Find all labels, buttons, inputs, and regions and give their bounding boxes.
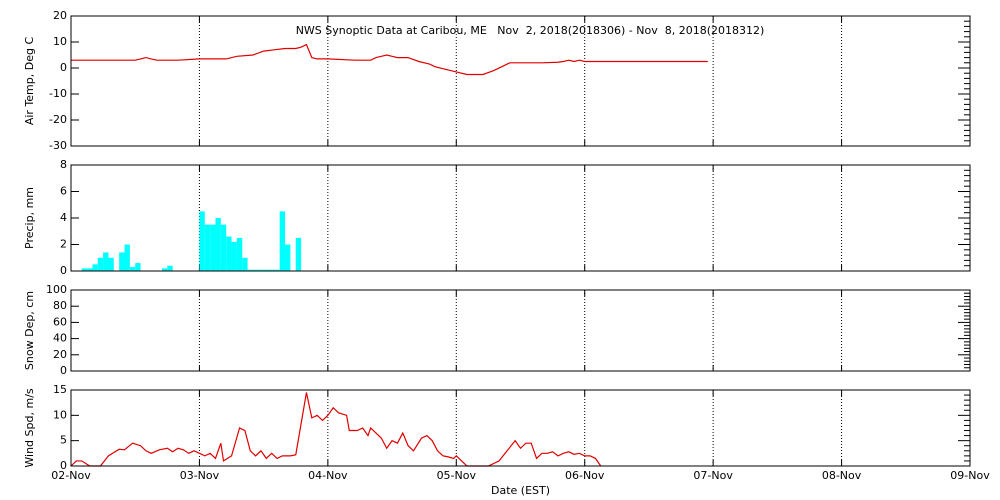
y-axis-label: Air Temp, Deg C <box>23 37 36 126</box>
bar <box>135 263 141 271</box>
x-tick-label: 03-Nov <box>180 469 220 482</box>
bar <box>87 268 93 271</box>
y-tick-label: 10 <box>53 408 67 421</box>
bar <box>204 224 211 271</box>
y-axis-label: Wind Spd, m/s <box>23 388 36 468</box>
y-tick-label: 20 <box>53 9 67 22</box>
y-axis-label: Snow Dep, cm <box>23 291 36 370</box>
y-tick-label: -30 <box>49 139 67 152</box>
bar <box>210 224 216 271</box>
y-tick-label: 10 <box>53 35 67 48</box>
bar <box>167 265 173 271</box>
bar <box>81 268 88 271</box>
x-axis-label: Date (EST) <box>491 484 550 497</box>
y-tick-label: 15 <box>53 383 67 396</box>
bar <box>252 269 259 271</box>
x-tick-label: 06-Nov <box>565 469 605 482</box>
plot-frame <box>70 15 971 147</box>
y-axis-label: Precip, mm <box>23 187 36 249</box>
bar <box>274 269 280 271</box>
data-line <box>71 43 708 76</box>
x-tick-label: 02-Nov <box>51 469 91 482</box>
y-tick-label: 100 <box>46 283 67 296</box>
bar <box>231 241 237 271</box>
y-tick-label: 8 <box>60 158 67 171</box>
y-tick-label: 5 <box>60 434 67 447</box>
bar <box>103 252 109 271</box>
bar <box>119 252 125 271</box>
plot-frame <box>70 164 971 272</box>
y-tick-label: 60 <box>53 315 67 328</box>
y-tick-label: 0 <box>60 459 67 472</box>
bar <box>258 269 264 271</box>
x-tick-label: 07-Nov <box>693 469 733 482</box>
bar <box>220 224 227 271</box>
bar <box>263 269 269 271</box>
bar <box>199 211 205 271</box>
bar <box>279 211 286 271</box>
bar <box>108 257 114 271</box>
y-tick-label: -10 <box>49 87 67 100</box>
y-tick-label: 6 <box>60 185 67 198</box>
y-tick-label: 40 <box>53 332 67 345</box>
x-tick-label: 05-Nov <box>437 469 477 482</box>
x-tick-label: 09-Nov <box>950 469 990 482</box>
plot-frame <box>70 389 971 467</box>
bar <box>226 236 232 271</box>
y-tick-label: 2 <box>60 238 67 251</box>
plot-frame <box>70 289 971 372</box>
y-tick-label: 0 <box>60 364 67 377</box>
y-tick-label: 0 <box>60 264 67 277</box>
bar <box>161 268 168 271</box>
bar <box>268 269 275 271</box>
x-tick-label: 08-Nov <box>822 469 862 482</box>
bar <box>236 237 243 271</box>
data-line <box>70 392 602 467</box>
y-tick-label: 80 <box>53 299 67 312</box>
y-tick-label: 0 <box>60 61 67 74</box>
bar <box>247 269 253 271</box>
bar <box>285 244 291 271</box>
bar <box>97 257 104 271</box>
bar <box>124 244 130 271</box>
bar <box>92 264 98 271</box>
x-tick-label: 04-Nov <box>308 469 348 482</box>
bar <box>215 218 221 271</box>
chart-title: NWS Synoptic Data at Caribou, ME Nov 2, … <box>296 24 765 37</box>
y-tick-label: 4 <box>60 211 67 224</box>
bar <box>295 237 302 271</box>
bar <box>129 267 136 271</box>
y-tick-label: -20 <box>49 113 67 126</box>
bar <box>242 257 248 271</box>
y-tick-label: 20 <box>53 348 67 361</box>
